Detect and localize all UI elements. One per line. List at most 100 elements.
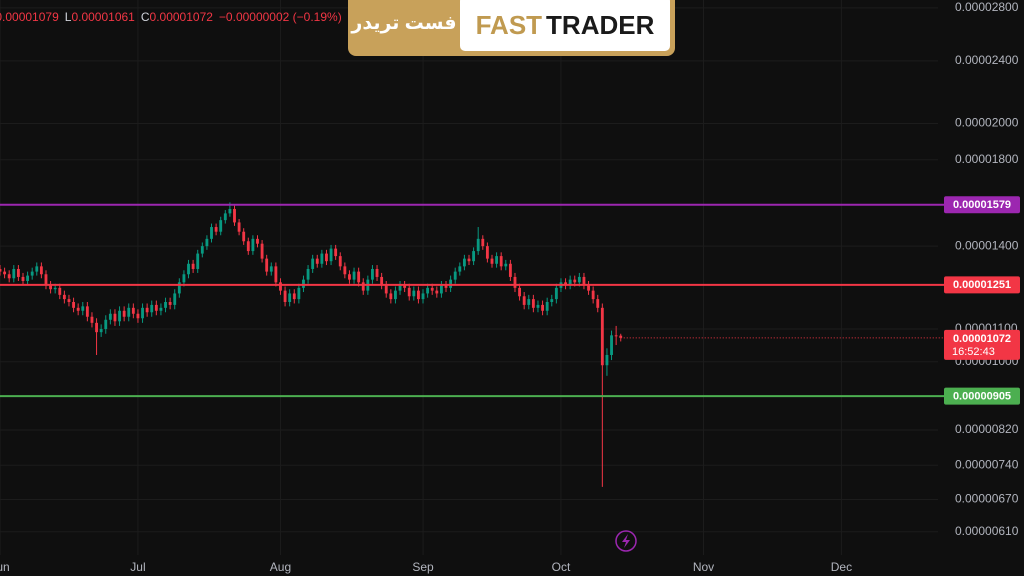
x-tick-label: Dec (831, 560, 852, 574)
candle-body (435, 290, 439, 294)
candle-body (513, 276, 517, 288)
candle-body (12, 268, 16, 279)
candle-body (0, 268, 2, 272)
logo-fa: فست تریدر (350, 13, 456, 34)
candle-body (357, 271, 361, 283)
candle-body (325, 253, 328, 262)
icon-bolt[interactable] (622, 534, 630, 548)
candle-body (269, 266, 273, 272)
candle-body (196, 253, 200, 269)
candle-body (554, 287, 558, 300)
logo-panel (460, 0, 670, 51)
x-tick-label: Oct (552, 560, 571, 574)
candle-body (72, 301, 75, 308)
candle-body (104, 319, 108, 330)
candle-body (462, 258, 466, 267)
candle-body (430, 287, 434, 291)
candle-body (182, 274, 186, 283)
candle-body (154, 304, 158, 311)
level-badge (944, 196, 1020, 214)
candle-body (7, 274, 11, 279)
candle-body (58, 287, 62, 295)
candle-body (591, 290, 595, 300)
candle-body (587, 285, 590, 291)
countdown-label: 16:52:43 (952, 346, 995, 358)
candle-body (545, 301, 549, 311)
candle-body (214, 227, 218, 232)
candle-body (421, 293, 425, 300)
candle-body (164, 301, 167, 308)
legend-change: −0.00000002 (−0.19%) (219, 10, 342, 24)
candle-body (407, 287, 411, 297)
current-price-badge (944, 329, 1020, 360)
y-tick-label: 0.00000820 (955, 422, 1019, 436)
candle-body (320, 253, 324, 264)
y-tick-label: 0.00000670 (955, 492, 1019, 506)
candle-body (573, 279, 577, 283)
replay-icon[interactable] (615, 530, 637, 552)
candle-body (99, 329, 103, 333)
y-tick-label: 0.00002000 (955, 116, 1019, 130)
level-label: 0.00000905 (953, 391, 1011, 403)
candle-body (541, 304, 544, 311)
candle-body (260, 243, 264, 259)
candle-body (3, 271, 7, 275)
candle-body (168, 301, 172, 305)
candle-body (329, 248, 333, 262)
candle-body (416, 290, 420, 300)
candle-body (504, 263, 508, 267)
candle-body (279, 282, 282, 291)
level-badge (944, 387, 1020, 405)
candle-body (389, 293, 393, 300)
legend-value: 0.00001079 (0, 10, 59, 24)
overlay: 0.00001579 0.00001251 0.00000905 0.00001072… (0, 196, 1020, 405)
candle-body (67, 299, 71, 302)
x-tick-label: Jun (0, 560, 10, 574)
candle-body (600, 307, 604, 366)
candle-body (246, 241, 250, 252)
candle-body (522, 296, 526, 305)
candle-body (30, 271, 34, 276)
candle-body (361, 282, 365, 291)
candle-body (508, 263, 512, 277)
candle-body (76, 307, 80, 311)
legend-value: 0.00001072 (150, 10, 214, 24)
y-tick-label: 0.00000740 (955, 457, 1019, 471)
x-tick-label: Aug (270, 560, 291, 574)
candle-body (210, 227, 213, 239)
x-tick-label: Sep (412, 560, 434, 574)
candle-body (205, 238, 209, 247)
candle-body (283, 290, 287, 302)
candle-body (485, 246, 489, 259)
candle-body (518, 287, 522, 297)
candle-body (550, 299, 554, 302)
candle-body (35, 266, 39, 272)
candle-body (136, 313, 140, 319)
legend-label: C (141, 10, 150, 24)
candle-body (173, 293, 177, 305)
level-label: 0.00001579 (953, 199, 1011, 211)
y-tick-label: 0.00002800 (955, 0, 1019, 14)
candle-body (495, 256, 499, 264)
candle-body (426, 287, 430, 294)
candle-body (90, 316, 94, 323)
candle-body (95, 322, 98, 333)
candle-body (145, 307, 149, 313)
current-price-label: 0.00001072 (953, 333, 1011, 345)
candle-body (288, 293, 292, 302)
candle-body (398, 285, 402, 291)
candle-body (352, 271, 356, 280)
level-badge (944, 276, 1020, 294)
icon-circle[interactable] (615, 530, 637, 552)
candle-body (380, 276, 384, 286)
candle-body (403, 285, 407, 288)
candle-body (131, 307, 135, 314)
candle-body (26, 275, 30, 281)
candle-body (614, 335, 618, 337)
logo-en-2: TRADER (546, 10, 655, 40)
candle-body (334, 248, 338, 257)
candle-body (444, 285, 448, 288)
candle-body (536, 304, 540, 308)
candle-body (16, 268, 20, 277)
